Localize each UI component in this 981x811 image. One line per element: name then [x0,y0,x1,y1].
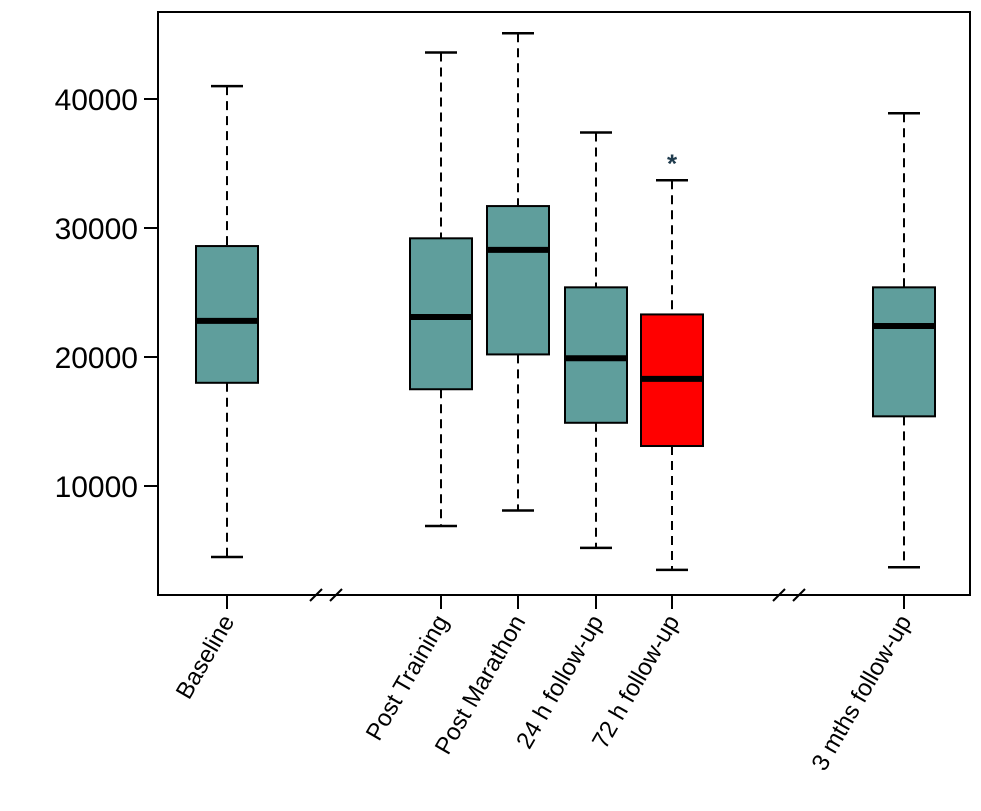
y-tick-label: 20000 [55,342,138,375]
box-series: * [195,31,936,572]
box-iqr [486,205,550,356]
x-tick-label: Post Training [361,611,454,746]
box-group [195,84,259,559]
box-iqr [195,245,259,384]
box-group [409,51,473,528]
y-tick-label: 10000 [55,471,138,504]
box-group [486,31,550,512]
y-axis-ticks: 10000 20000 30000 40000 [55,84,158,504]
box-iqr [564,286,628,424]
axis-break-mark [792,588,806,602]
axis-break-mark [329,588,343,602]
y-tick-label: 40000 [55,84,138,117]
axis-break-mark [772,588,786,602]
significance-marker: * [667,148,678,178]
box-iqr [872,286,936,418]
y-tick-label: 30000 [55,213,138,246]
box-group: * [640,148,704,572]
x-tick-label: 3 mths follow-up [806,611,917,776]
box-iqr [409,237,473,391]
box-group [872,111,936,569]
axis-break-mark [309,588,323,602]
box-group [564,131,628,550]
x-tick-label: Baseline [171,611,240,704]
